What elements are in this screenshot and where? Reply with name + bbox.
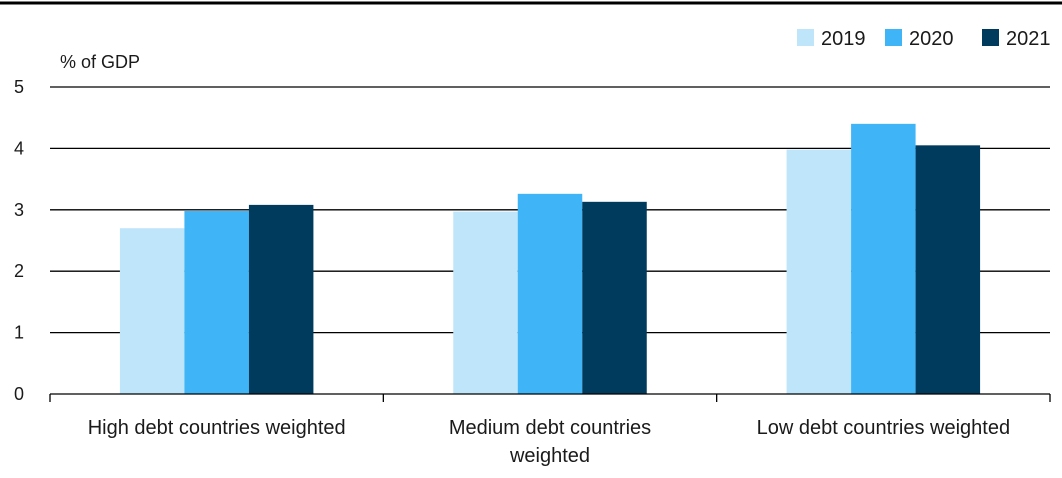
y-unit-label: % of GDP bbox=[60, 52, 140, 72]
bar-2021 bbox=[248, 204, 314, 394]
category-label: High debt countries weighted bbox=[88, 417, 346, 439]
category-label: weighted bbox=[509, 445, 590, 467]
x-axis bbox=[49, 393, 1051, 402]
y-tick-label: 0 bbox=[14, 384, 24, 404]
y-axis-ticks: 0 1 2 3 4 5 bbox=[14, 77, 24, 404]
bar-2021 bbox=[582, 201, 647, 394]
y-tick-label: 4 bbox=[14, 138, 24, 158]
bar-2020 bbox=[851, 123, 916, 394]
bar-2020 bbox=[184, 211, 249, 394]
legend-swatch-2019 bbox=[797, 29, 814, 46]
bar-2021 bbox=[915, 145, 981, 394]
legend-label: 2019 bbox=[821, 28, 866, 50]
legend-label: 2021 bbox=[1006, 28, 1051, 50]
y-tick-label: 1 bbox=[14, 323, 24, 343]
category-labels: High debt countries weighted Medium debt … bbox=[88, 417, 1010, 467]
legend-label: 2020 bbox=[909, 28, 954, 50]
category-label: Medium debt countries bbox=[449, 417, 651, 439]
legend-swatch-2021 bbox=[982, 29, 999, 46]
category-label: Low debt countries weighted bbox=[757, 417, 1011, 439]
bar-2020 bbox=[517, 193, 583, 394]
legend-swatch-2020 bbox=[885, 29, 902, 46]
bar-2019 bbox=[786, 149, 852, 394]
legend: 2019 2020 2021 bbox=[797, 28, 1051, 50]
y-tick-label: 2 bbox=[14, 261, 24, 281]
y-tick-label: 5 bbox=[14, 77, 24, 97]
bar-2019 bbox=[453, 211, 518, 394]
bar-2019 bbox=[119, 228, 185, 394]
bars bbox=[119, 123, 981, 394]
y-tick-label: 3 bbox=[14, 200, 24, 220]
